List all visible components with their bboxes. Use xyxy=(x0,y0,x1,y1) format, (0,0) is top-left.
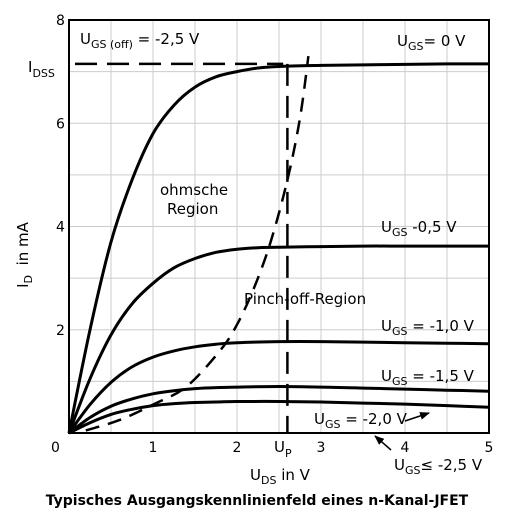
curve-label-0-sub: GS xyxy=(408,40,424,53)
series-line-1 xyxy=(67,244,489,434)
chart-labels: 0 ID in mA UDS in V Typisches Ausgangske… xyxy=(14,30,483,509)
curve-label-4-sub: GS xyxy=(325,418,341,431)
idss-label-main: I xyxy=(28,58,32,76)
curve-label-0-rest: = 0 V xyxy=(424,32,467,50)
arrow-ugs-20 xyxy=(404,412,430,422)
y-tick-label: 2 xyxy=(56,323,65,339)
series-line-0 xyxy=(67,62,490,434)
y-axis-label-rest: in mA xyxy=(14,221,32,275)
pinch-off-region-label: Pinch-off-Region xyxy=(244,290,366,308)
curve-label-2-main: U xyxy=(381,317,392,335)
x-tick-label: 4 xyxy=(401,440,410,456)
curve-label-3-main: U xyxy=(381,367,392,385)
idss-label-sub: DSS xyxy=(32,67,54,80)
y-tick-label: 6 xyxy=(56,116,65,132)
origin-label: 0 xyxy=(51,440,60,456)
x-axis-label-main: U xyxy=(250,466,261,484)
curve-label-2: UGS = -1,0 V xyxy=(381,317,475,338)
curve-label-1-main: U xyxy=(381,218,392,236)
y-axis-label-sub: D xyxy=(22,275,35,283)
curve-label-1: UGS -0,5 V xyxy=(381,218,457,239)
x-tick-label: 3 xyxy=(317,440,326,456)
reference-lines xyxy=(75,62,289,433)
curve-label-5-main: U xyxy=(394,456,405,474)
axis-ticks: 1 2 3 4 5 2 4 6 8 xyxy=(56,13,493,456)
curve-label-3-rest: = -1,5 V xyxy=(408,367,475,385)
series-line-2 xyxy=(67,340,490,434)
curve-label-3-sub: GS xyxy=(392,375,408,388)
characteristic-curves xyxy=(67,55,490,435)
curve-label-4-rest: = -2,0 V xyxy=(341,410,408,428)
ohmic-region-label-line1: ohmsche xyxy=(160,181,228,199)
series-line-3 xyxy=(68,384,490,435)
y-tick-label: 4 xyxy=(56,220,65,236)
x-axis-label-sub: DS xyxy=(261,474,276,487)
grid xyxy=(69,20,489,433)
ohmic-region-label-line2: Region xyxy=(167,200,218,218)
chart-title: Typisches Ausgangskennlinienfeld eines n… xyxy=(46,493,469,509)
curve-label-1-rest: -0,5 V xyxy=(408,218,458,236)
curve-label-3: UGS = -1,5 V xyxy=(381,367,475,388)
series-line-4 xyxy=(68,399,490,435)
up-label: UP xyxy=(274,438,292,460)
plot-frame xyxy=(68,19,490,434)
x-tick-label: 5 xyxy=(485,440,494,456)
x-axis-label: UDS in V xyxy=(250,466,311,487)
curve-label-2-sub: GS xyxy=(392,325,408,338)
x-tick-label: 2 xyxy=(233,440,242,456)
ugs-off-rest: = -2,5 V xyxy=(133,30,200,48)
curve-label-0: UGS= 0 V xyxy=(397,32,466,53)
curve-label-4: UGS = -2,0 V xyxy=(314,410,408,431)
ugs-off-main: U xyxy=(80,30,91,48)
curve-label-5-rest: ≤ -2,5 V xyxy=(421,456,483,474)
curve-label-4-main: U xyxy=(314,410,325,428)
idss-label: IDSS xyxy=(28,58,55,80)
up-label-main: U xyxy=(274,438,285,456)
up-label-sub: P xyxy=(285,447,292,460)
x-tick-label: 1 xyxy=(149,440,158,456)
curve-label-0-main: U xyxy=(397,32,408,50)
curve-label-2-rest: = -1,0 V xyxy=(408,317,475,335)
ugs-off-sub: GS (off) xyxy=(91,38,133,51)
ugs-off-annotation: UGS (off) = -2,5 V xyxy=(80,30,200,51)
y-tick-label: 8 xyxy=(56,13,65,29)
y-axis-label: ID in mA xyxy=(14,221,35,288)
curve-label-5: UGS≤ -2,5 V xyxy=(394,456,483,477)
pinch-off-boundary xyxy=(85,55,310,432)
curve-label-1-sub: GS xyxy=(392,226,408,239)
x-axis-label-rest: in V xyxy=(276,466,310,484)
arrow-ugs-25 xyxy=(374,435,392,451)
curve-label-5-sub: GS xyxy=(405,464,421,477)
y-axis-label-main: I xyxy=(14,283,32,287)
